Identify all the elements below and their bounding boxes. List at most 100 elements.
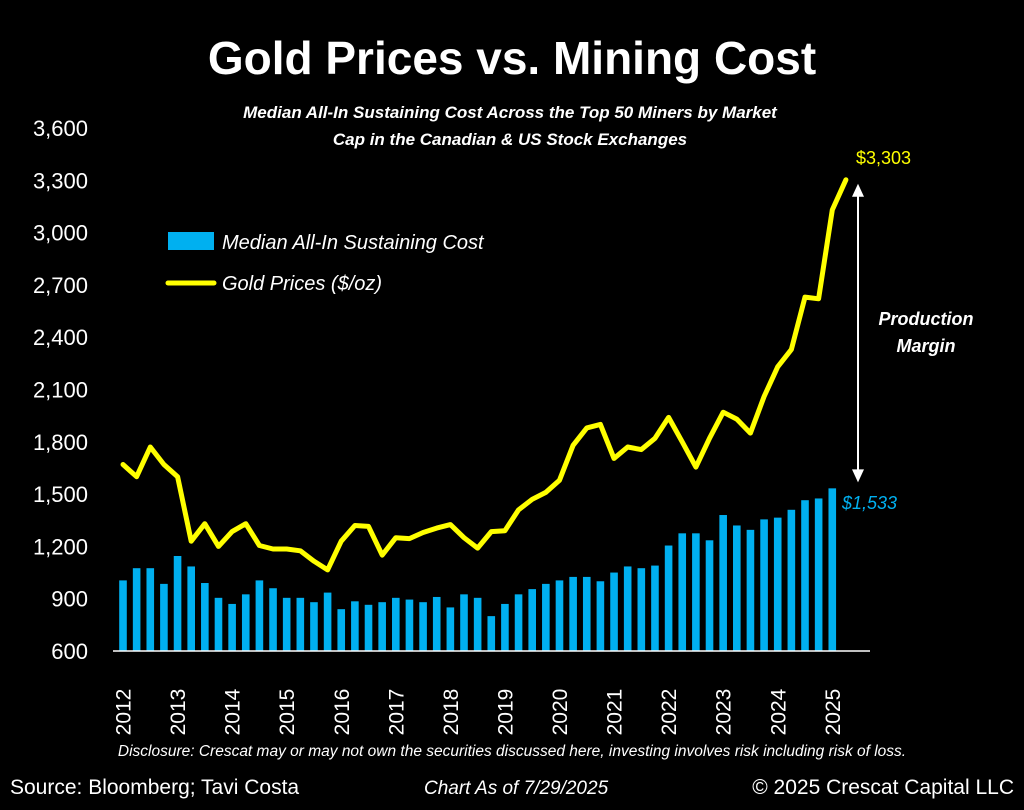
cost-bar xyxy=(528,589,536,651)
cost-bar xyxy=(501,603,509,651)
margin-arrow-head-up xyxy=(852,183,864,197)
y-tick-label: 2,400 xyxy=(33,325,88,350)
y-tick-label: 1,200 xyxy=(33,534,88,559)
cost-bar xyxy=(173,555,182,651)
x-tick-label: 2021 xyxy=(604,689,627,736)
cost-bar xyxy=(773,517,782,651)
cost-bar xyxy=(419,602,427,651)
x-tick-label: 2019 xyxy=(494,689,517,736)
cost-bar xyxy=(828,488,837,651)
cost-bar xyxy=(555,580,564,651)
cost-end-label: $1,533 xyxy=(841,493,897,513)
cost-bar xyxy=(132,568,141,651)
x-tick-label: 2020 xyxy=(549,689,572,736)
cost-bar xyxy=(623,566,632,651)
cost-bars xyxy=(119,488,837,651)
cost-bar xyxy=(569,576,577,651)
cost-bar xyxy=(296,597,305,651)
cost-bar xyxy=(187,566,195,651)
cost-bar xyxy=(160,583,168,651)
cost-bar xyxy=(432,596,441,651)
x-tick-label: 2018 xyxy=(440,689,463,736)
cost-bar xyxy=(392,597,400,651)
cost-bar xyxy=(719,515,727,651)
cost-bar xyxy=(596,581,605,651)
cost-bar xyxy=(787,509,796,651)
cost-bar xyxy=(760,519,768,651)
chart-subtitle-line-2: Cap in the Canadian & US Stock Exchanges xyxy=(333,130,687,149)
x-tick-label: 2022 xyxy=(658,689,681,736)
gold-price-line xyxy=(120,177,849,573)
source-text: Source: Bloomberg; Tavi Costa xyxy=(10,776,299,799)
cost-bar xyxy=(378,602,386,651)
cost-bar xyxy=(269,588,277,651)
disclosure-text: Disclosure: Crescat may or may not own t… xyxy=(118,743,906,760)
cost-bar xyxy=(678,533,687,651)
cost-bar xyxy=(664,545,673,651)
production-margin-arrow xyxy=(852,183,864,483)
x-tick-label: 2023 xyxy=(713,689,736,736)
cost-bar xyxy=(119,580,127,651)
cost-bar xyxy=(241,594,250,651)
y-tick-label: 900 xyxy=(51,587,88,612)
y-tick-label: 1,800 xyxy=(33,430,88,455)
chart-subtitle-line-1: Median All-In Sustaining Cost Across the… xyxy=(243,103,778,122)
cost-bar xyxy=(364,604,373,651)
y-tick-label: 2,700 xyxy=(33,273,88,298)
cost-bar xyxy=(255,580,264,651)
copyright-text: © 2025 Crescat Capital LLC xyxy=(752,776,1014,799)
chart-date-text: Chart As of 7/29/2025 xyxy=(424,778,609,799)
cost-bar xyxy=(310,602,318,651)
cost-bar xyxy=(705,540,714,651)
production-margin-label-line-2: Margin xyxy=(896,336,955,356)
y-tick-label: 3,000 xyxy=(33,221,88,246)
cost-bar xyxy=(473,597,482,651)
cost-bar xyxy=(405,599,414,651)
cost-bar xyxy=(692,533,700,651)
chart-title: Gold Prices vs. Mining Cost xyxy=(208,32,816,84)
y-tick-label: 1,500 xyxy=(33,482,88,507)
cost-bar xyxy=(514,594,523,651)
cost-bar xyxy=(637,568,646,651)
cost-bar xyxy=(610,572,618,651)
cost-bar xyxy=(801,500,809,651)
cost-bar xyxy=(582,576,591,651)
cost-bar xyxy=(746,529,755,651)
cost-bar xyxy=(814,498,823,651)
legend-label-gold: Gold Prices ($/oz) xyxy=(222,273,382,295)
cost-bar xyxy=(214,597,223,651)
cost-bar xyxy=(460,594,468,651)
cost-bar xyxy=(146,568,155,651)
cost-bar xyxy=(323,592,332,651)
cost-bar xyxy=(282,597,291,651)
cost-bar xyxy=(351,601,359,651)
y-tick-label: 3,300 xyxy=(33,168,88,193)
x-tick-label: 2012 xyxy=(113,689,136,736)
x-tick-label: 2014 xyxy=(222,688,245,735)
margin-arrow-head-down xyxy=(852,469,864,483)
x-tick-label: 2013 xyxy=(167,689,190,736)
cost-bar xyxy=(337,609,346,651)
cost-bar xyxy=(228,603,236,651)
cost-bar xyxy=(651,565,659,651)
legend: Median All-In Sustaining Cost Gold Price… xyxy=(165,232,485,295)
cost-bar xyxy=(542,583,550,651)
legend-label-cost: Median All-In Sustaining Cost xyxy=(222,232,485,254)
cost-bar xyxy=(446,607,455,651)
cost-bar xyxy=(201,583,209,651)
x-tick-label: 2025 xyxy=(822,689,845,736)
x-tick-label: 2024 xyxy=(767,688,790,735)
y-tick-label: 3,600 xyxy=(33,116,88,141)
legend-bar-swatch xyxy=(168,232,214,250)
x-axis: 2012 2013 2014 2015 2016 2017 2018 2019 2020 2021… xyxy=(113,688,845,735)
gold-price-series-line xyxy=(120,177,849,573)
x-tick-label: 2016 xyxy=(331,689,354,736)
gold-end-label: $3,303 xyxy=(856,148,911,168)
y-tick-label: 600 xyxy=(51,639,88,664)
cost-bar xyxy=(487,616,496,651)
production-margin-label-line-1: Production xyxy=(879,309,974,329)
y-axis: 600 900 1,200 1,500 1,800 2,100 2,400 2,700 3,00… xyxy=(33,116,88,664)
cost-bar xyxy=(733,525,741,651)
x-tick-label: 2015 xyxy=(276,689,299,736)
